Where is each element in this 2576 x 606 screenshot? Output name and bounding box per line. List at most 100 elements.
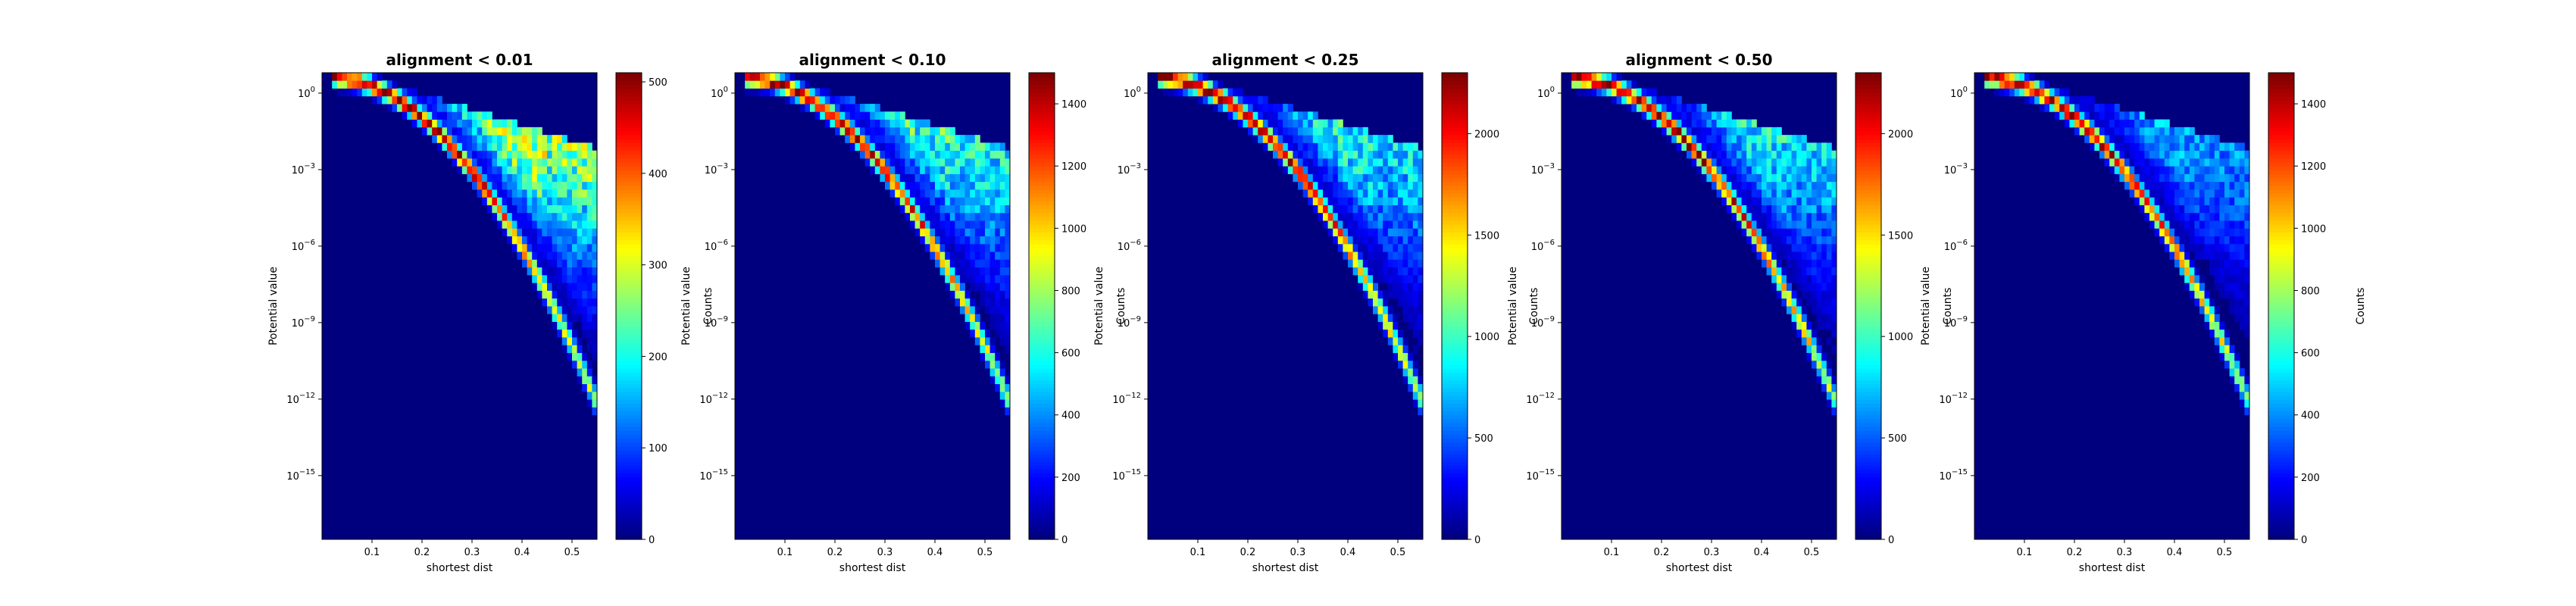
plot-frame xyxy=(321,72,598,540)
colorbar-tick-label: 1500 xyxy=(1888,230,1913,242)
y-tick-label: 100 xyxy=(1950,86,1968,100)
x-axis-label: shortest dist xyxy=(427,562,493,574)
colorbar-label: Counts xyxy=(1528,288,1540,325)
x-tick-label: 0.2 xyxy=(2067,547,2083,558)
y-tick-label: 10−12 xyxy=(1526,392,1555,406)
y-tick-label: 100 xyxy=(1537,86,1555,100)
y-axis-label: Potential value xyxy=(267,267,280,345)
colorbar-tick-label: 2000 xyxy=(1474,129,1499,140)
colorbar-tick-label: 0 xyxy=(1474,535,1480,546)
chart-title: alignment < 0.25 xyxy=(1212,51,1359,69)
y-axis-label: Potential value xyxy=(1093,267,1105,345)
colorbar-tick-label: 400 xyxy=(1061,411,1080,422)
y-tick-label: 10−3 xyxy=(292,162,315,176)
heatmap-cells xyxy=(1974,73,2250,539)
x-tick-label: 0.1 xyxy=(364,547,380,558)
y-tick-label: 10−12 xyxy=(699,392,728,406)
colorbar-tick-label: 100 xyxy=(649,443,667,454)
heatmap-cells xyxy=(1148,73,1424,539)
chart-panel-2: alignment < 0.10 0.1 0.2 0.3 0.4 0.5 100 10−3 10… xyxy=(680,51,1127,574)
colorbar-tick-label: 1400 xyxy=(1061,99,1086,111)
x-tick-label: 0.2 xyxy=(1654,547,1670,558)
colorbar-tick-label: 800 xyxy=(1061,286,1080,297)
y-tick-label: 10−9 xyxy=(1944,315,1968,330)
x-tick-label: 0.1 xyxy=(777,547,793,558)
colorbar-tick-label: 1200 xyxy=(1061,161,1086,173)
heatmap-cells xyxy=(1562,73,1837,539)
y-tick-label: 10−9 xyxy=(1118,315,1141,330)
y-tick-label: 10−6 xyxy=(292,239,315,253)
heatmap-cells xyxy=(322,73,598,539)
colorbar: 0 200 400 600 800 1000 1200 1400 Counts xyxy=(2268,72,2367,546)
colorbar-tick-label: 800 xyxy=(2301,286,2320,297)
x-tick-label: 0.5 xyxy=(1390,547,1406,558)
colorbar-tick-label: 1000 xyxy=(1474,332,1499,343)
chart-panel-4: alignment < 0.50 0.1 0.2 0.3 0.4 0.5 100 10−3 10… xyxy=(1507,51,1954,574)
colorbar: 0 100 200 300 400 500 Counts xyxy=(615,72,714,546)
y-axis-label: Potential value xyxy=(1920,267,1932,345)
x-axis-label: shortest dist xyxy=(839,562,906,574)
y-axis-label: Potential value xyxy=(1507,267,1519,345)
x-axis-label: shortest dist xyxy=(2079,562,2146,574)
colorbar-tick-label: 600 xyxy=(2301,348,2320,360)
x-tick-label: 0.4 xyxy=(2167,547,2183,558)
y-tick-label: 10−9 xyxy=(1531,315,1555,330)
colorbar-tick-label: 1000 xyxy=(2301,223,2326,235)
y-tick-label: 10−9 xyxy=(292,315,315,330)
colorbar-tick-label: 200 xyxy=(1061,473,1080,484)
x-tick-label: 0.2 xyxy=(827,547,843,558)
chart-panel-5: 0.1 0.2 0.3 0.4 0.5 100 10−3 10−6 10−9 10−12 10−15… xyxy=(1920,72,2367,574)
colorbar-tick-label: 1000 xyxy=(1888,332,1913,343)
colorbar-tick-label: 300 xyxy=(649,261,667,272)
y-tick-label: 10−6 xyxy=(1531,239,1555,253)
colorbar: 0 500 1000 1500 2000 Counts xyxy=(1855,72,1954,546)
x-tick-label: 0.3 xyxy=(1704,547,1720,558)
plot-frame xyxy=(734,72,1011,540)
x-tick-label: 0.4 xyxy=(927,547,943,558)
colorbar-tick-label: 600 xyxy=(1061,348,1080,360)
y-tick-label: 10−3 xyxy=(1944,162,1968,176)
y-tick-label: 10−12 xyxy=(1112,392,1141,406)
y-tick-label: 10−15 xyxy=(1526,468,1555,483)
x-tick-label: 0.5 xyxy=(2217,547,2233,558)
colorbar-tick-label: 1000 xyxy=(1061,223,1086,235)
colorbar-tick-label: 500 xyxy=(649,77,667,89)
colorbar-label: Counts xyxy=(702,288,714,325)
y-tick-label: 10−12 xyxy=(286,392,315,406)
colorbar-tick-label: 0 xyxy=(649,535,655,546)
colorbar-tick-label: 500 xyxy=(1888,433,1907,445)
x-axis-label: shortest dist xyxy=(1666,562,1733,574)
colorbar-tick-label: 1400 xyxy=(2301,99,2326,111)
y-tick-label: 10−15 xyxy=(1112,468,1141,483)
y-tick-label: 100 xyxy=(1124,86,1141,100)
y-tick-label: 100 xyxy=(298,86,315,100)
x-tick-label: 0.2 xyxy=(414,547,430,558)
x-tick-label: 0.5 xyxy=(1804,547,1820,558)
y-tick-label: 10−6 xyxy=(1118,239,1141,253)
colorbar-tick-label: 0 xyxy=(1061,535,1068,546)
plot-frame xyxy=(1561,72,1837,540)
plot-frame xyxy=(1974,72,2250,540)
colorbar-tick-label: 1200 xyxy=(2301,161,2326,173)
x-tick-label: 0.3 xyxy=(2117,547,2133,558)
colorbar-tick-label: 400 xyxy=(649,169,667,180)
x-tick-label: 0.4 xyxy=(1754,547,1770,558)
y-axis-label: Potential value xyxy=(680,267,692,345)
chart-title: alignment < 0.50 xyxy=(1626,51,1773,69)
y-tick-label: 10−15 xyxy=(286,468,315,483)
x-tick-label: 0.1 xyxy=(1604,547,1620,558)
y-tick-label: 10−3 xyxy=(705,162,728,176)
x-tick-label: 0.4 xyxy=(1340,547,1356,558)
y-tick-label: 10−6 xyxy=(1944,239,1968,253)
y-tick-label: 10−6 xyxy=(705,239,728,253)
colorbar: 0 200 400 600 800 1000 1200 1400 Counts xyxy=(1028,72,1127,546)
colorbar-tick-label: 0 xyxy=(1888,535,1894,546)
colorbar-tick-label: 400 xyxy=(2301,411,2320,422)
colorbar-tick-label: 200 xyxy=(2301,473,2320,484)
x-tick-label: 0.3 xyxy=(877,547,893,558)
y-tick-label: 10−12 xyxy=(1939,392,1968,406)
y-tick-label: 100 xyxy=(711,86,728,100)
chart-title: alignment < 0.01 xyxy=(386,51,533,69)
x-tick-label: 0.3 xyxy=(464,547,480,558)
